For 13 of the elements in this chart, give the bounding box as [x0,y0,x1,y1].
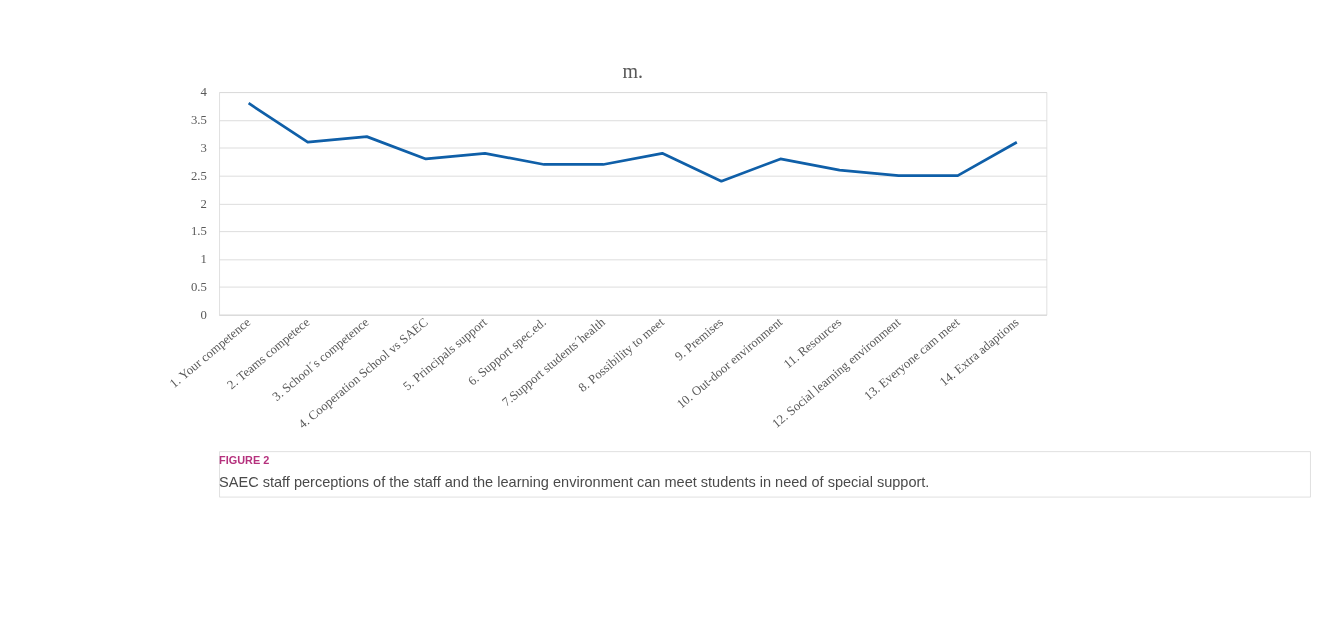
chart-title: m. [622,59,644,82]
y-tick-label: 1.5 [190,224,207,239]
y-tick-label: 3 [200,140,207,155]
line-series [247,101,1019,183]
text: SAEC staff perceptions of the staff and the learning environment can meet students in need of special support. [219,473,930,490]
y-tick-label: 2 [200,196,207,211]
y-tick-label: 1 [200,252,207,267]
caption: FIGURE 2 [219,453,270,466]
y-tick-label: 0.5 [190,280,207,295]
y-tick-label: 2.5 [190,168,207,183]
y-tick-label: 3.5 [190,113,207,128]
y-tick-label: 4 [200,85,208,100]
y-tick-label: 0 [200,307,207,322]
